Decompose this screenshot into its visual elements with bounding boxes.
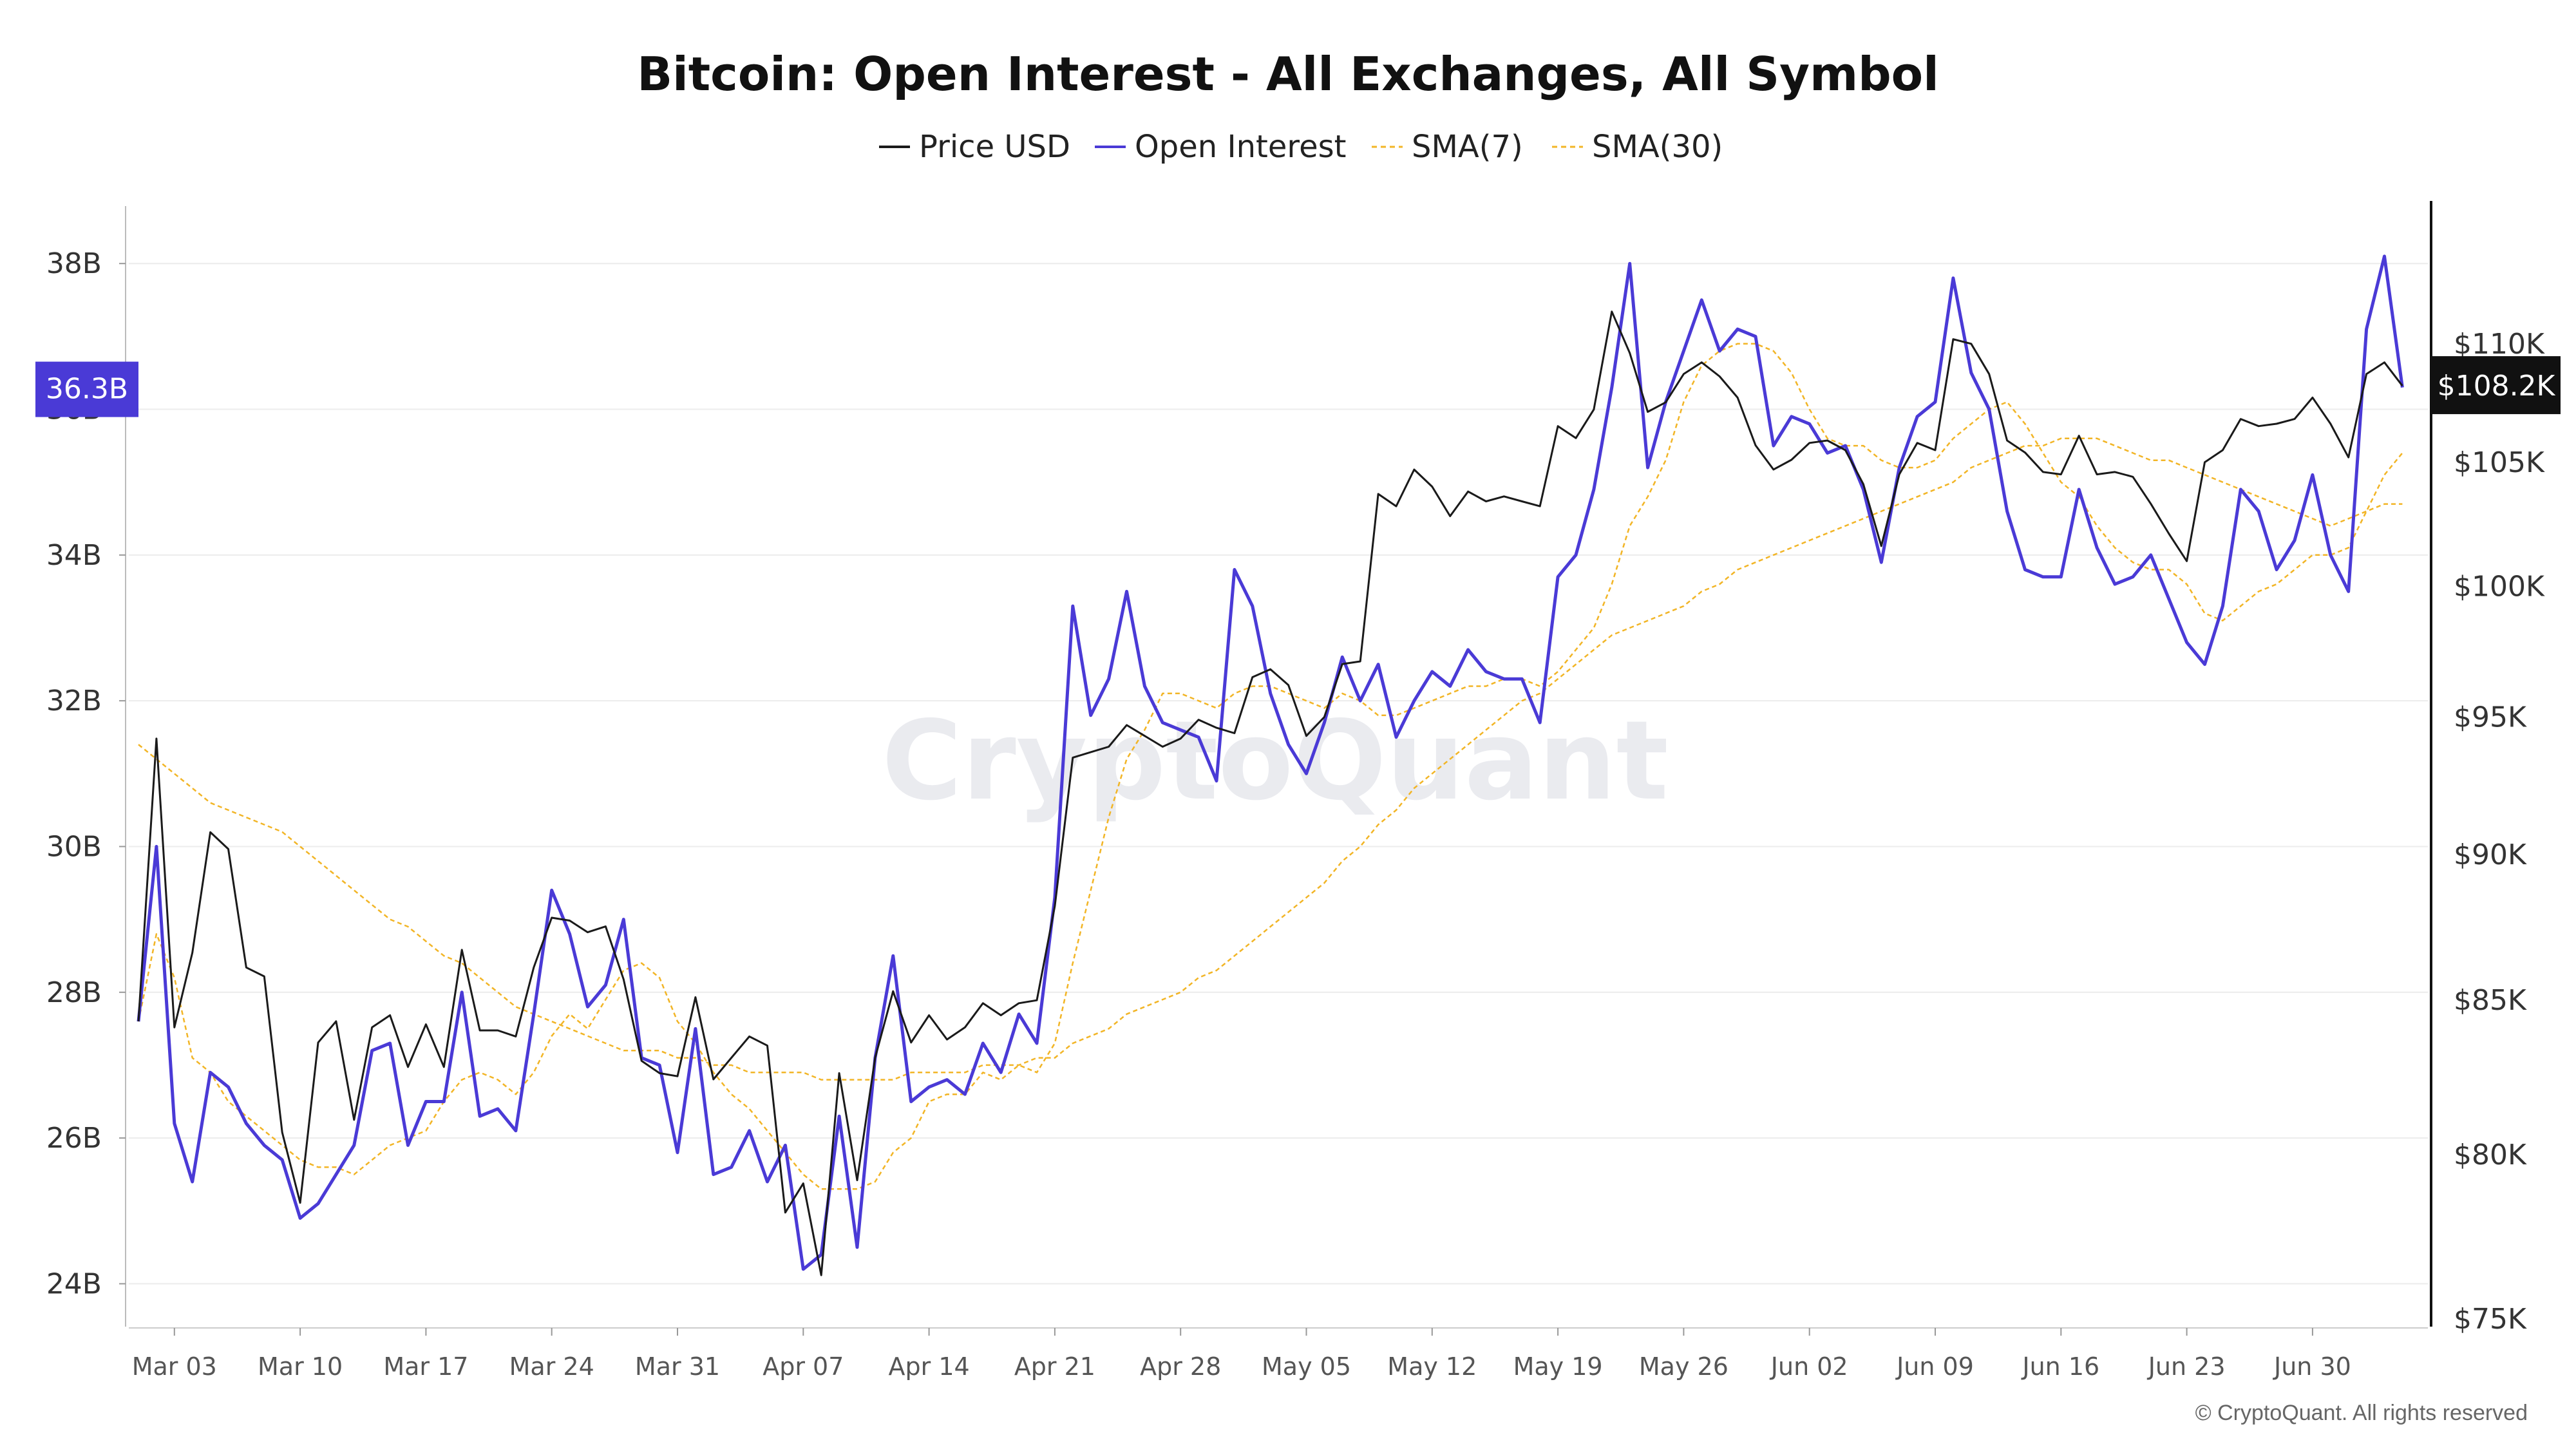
series-line-sma-30- [138,437,2403,1081]
series-line-open-interest [137,254,2404,1271]
y-right-tick-label: $90K [2454,838,2527,871]
x-tick-label: Apr 28 [1140,1352,1221,1381]
x-tick-label: May 12 [1387,1352,1477,1381]
x-tick-label: Jun 23 [2147,1352,2226,1381]
legend-label: Price USD [919,129,1070,165]
y-right-tick-label: $75K [2454,1303,2527,1336]
x-tick-label: May 26 [1639,1352,1728,1381]
x-tick-label: Jun 30 [2273,1352,2351,1381]
x-tick-label: Jun 09 [1895,1352,1974,1381]
y-left-tick-label: 30B [46,830,102,863]
oi-current-badge-label: 36.3B [46,373,128,406]
series-lines [137,254,2404,1276]
x-tick-label: May 19 [1513,1352,1603,1381]
y-left-tick-label: 28B [46,976,102,1009]
x-tick-label: Apr 14 [889,1352,970,1381]
y-right-tick-label: $80K [2454,1139,2527,1171]
tick-labels: 24B26B28B30B32B34B36B38B$75K$80K$85K$90K… [46,247,2545,1381]
legend: Price USD Open Interest SMA(7) SMA(30) [879,129,1723,165]
price-current-badge-label: $108.2K [2438,370,2556,402]
y-right-tick-label: $95K [2454,701,2527,734]
legend-label: SMA(30) [1592,129,1723,165]
chart-title: Bitcoin: Open Interest - All Exchanges, … [637,47,1939,101]
y-right-tick-label: $85K [2454,984,2527,1017]
x-tick-label: Mar 10 [258,1352,343,1381]
x-tick-label: Apr 07 [762,1352,844,1381]
legend-item-open-interest[interactable]: Open Interest [1095,129,1346,165]
legend-item-price-usd[interactable]: Price USD [879,129,1070,165]
watermark: CryptoQuant [882,697,1669,825]
copyright: © CryptoQuant. All rights reserved [2195,1401,2528,1425]
legend-label: Open Interest [1135,129,1346,165]
legend-item-sma-30-[interactable]: SMA(30) [1552,129,1723,165]
x-tick-label: Jun 16 [2021,1352,2099,1381]
gridlines [129,263,2428,1285]
x-tick-label: Mar 31 [635,1352,720,1381]
x-tick-label: Mar 24 [509,1352,594,1381]
legend-label: SMA(7) [1412,129,1523,165]
x-tick-label: May 05 [1262,1352,1351,1381]
y-left-tick-label: 38B [46,247,102,280]
y-right-tick-label: $100K [2454,571,2545,603]
x-tick-label: Apr 21 [1014,1352,1095,1381]
legend-item-sma-7-[interactable]: SMA(7) [1372,129,1523,165]
y-left-tick-label: 34B [46,539,102,572]
y-left-tick-label: 26B [46,1122,102,1155]
y-right-tick-label: $105K [2454,446,2545,479]
y-left-tick-label: 32B [46,685,102,717]
series-line-price-usd [137,310,2403,1276]
y-right-tick-label: $110K [2454,328,2545,361]
x-tick-label: Mar 17 [383,1352,468,1381]
x-tick-label: Mar 03 [132,1352,217,1381]
oi-current-badge [35,361,138,417]
price-current-badge [2432,356,2561,415]
y-left-tick-label: 24B [46,1267,102,1300]
current-value-badges: 36.3B $108.2K [35,356,2561,417]
x-tick-label: Jun 02 [1770,1352,1848,1381]
